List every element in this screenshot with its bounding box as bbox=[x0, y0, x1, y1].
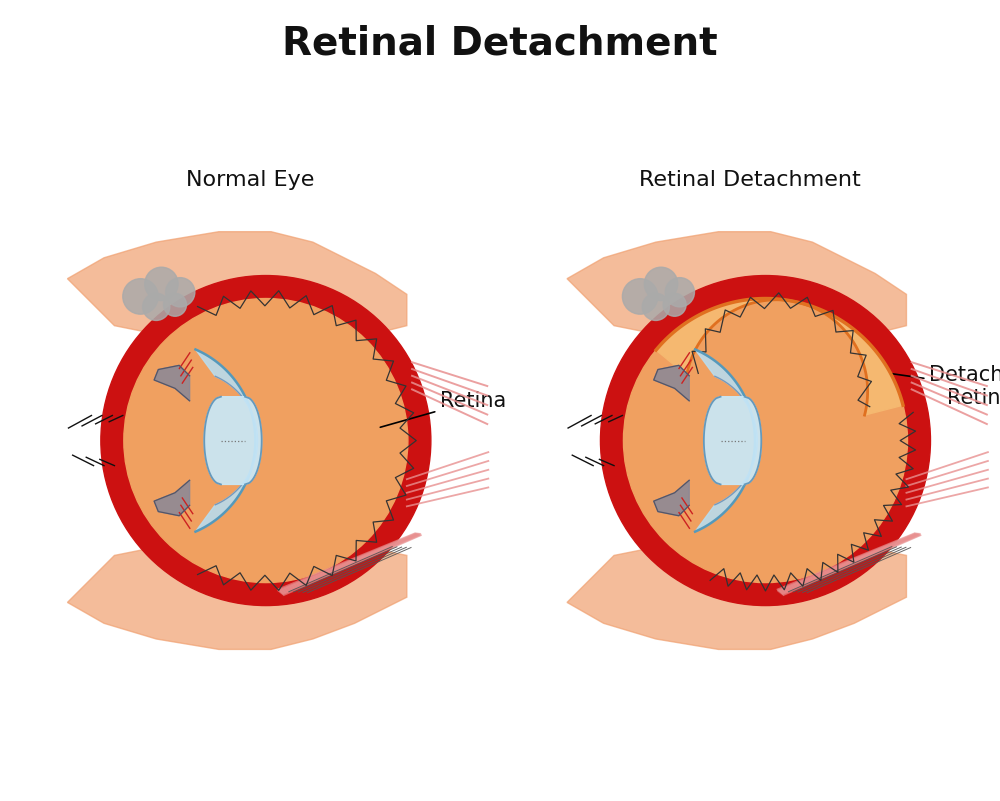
Text: Retina: Retina bbox=[380, 391, 507, 427]
Title: Normal Eye: Normal Eye bbox=[186, 171, 314, 191]
Circle shape bbox=[642, 293, 669, 320]
Polygon shape bbox=[654, 365, 689, 400]
Circle shape bbox=[124, 299, 408, 582]
Circle shape bbox=[622, 279, 658, 314]
Circle shape bbox=[623, 299, 907, 582]
Polygon shape bbox=[196, 349, 257, 532]
Circle shape bbox=[644, 268, 678, 300]
Circle shape bbox=[663, 293, 686, 316]
Circle shape bbox=[101, 276, 431, 606]
Circle shape bbox=[123, 279, 158, 314]
Polygon shape bbox=[204, 396, 262, 485]
Polygon shape bbox=[67, 540, 407, 650]
Polygon shape bbox=[654, 481, 689, 516]
Circle shape bbox=[145, 268, 178, 300]
Polygon shape bbox=[567, 231, 906, 341]
Circle shape bbox=[164, 293, 186, 316]
Polygon shape bbox=[695, 349, 757, 532]
Polygon shape bbox=[656, 299, 903, 415]
Text: Retinal Detachment: Retinal Detachment bbox=[282, 24, 718, 62]
Title: Retinal Detachment: Retinal Detachment bbox=[639, 171, 861, 191]
Polygon shape bbox=[567, 540, 906, 650]
Circle shape bbox=[166, 278, 195, 307]
Polygon shape bbox=[67, 231, 407, 341]
Circle shape bbox=[665, 278, 694, 307]
Circle shape bbox=[143, 293, 170, 320]
Polygon shape bbox=[154, 481, 190, 516]
Circle shape bbox=[600, 276, 930, 606]
Text: Detached
Retina: Detached Retina bbox=[865, 364, 1000, 408]
Polygon shape bbox=[154, 365, 190, 400]
Polygon shape bbox=[704, 396, 761, 485]
